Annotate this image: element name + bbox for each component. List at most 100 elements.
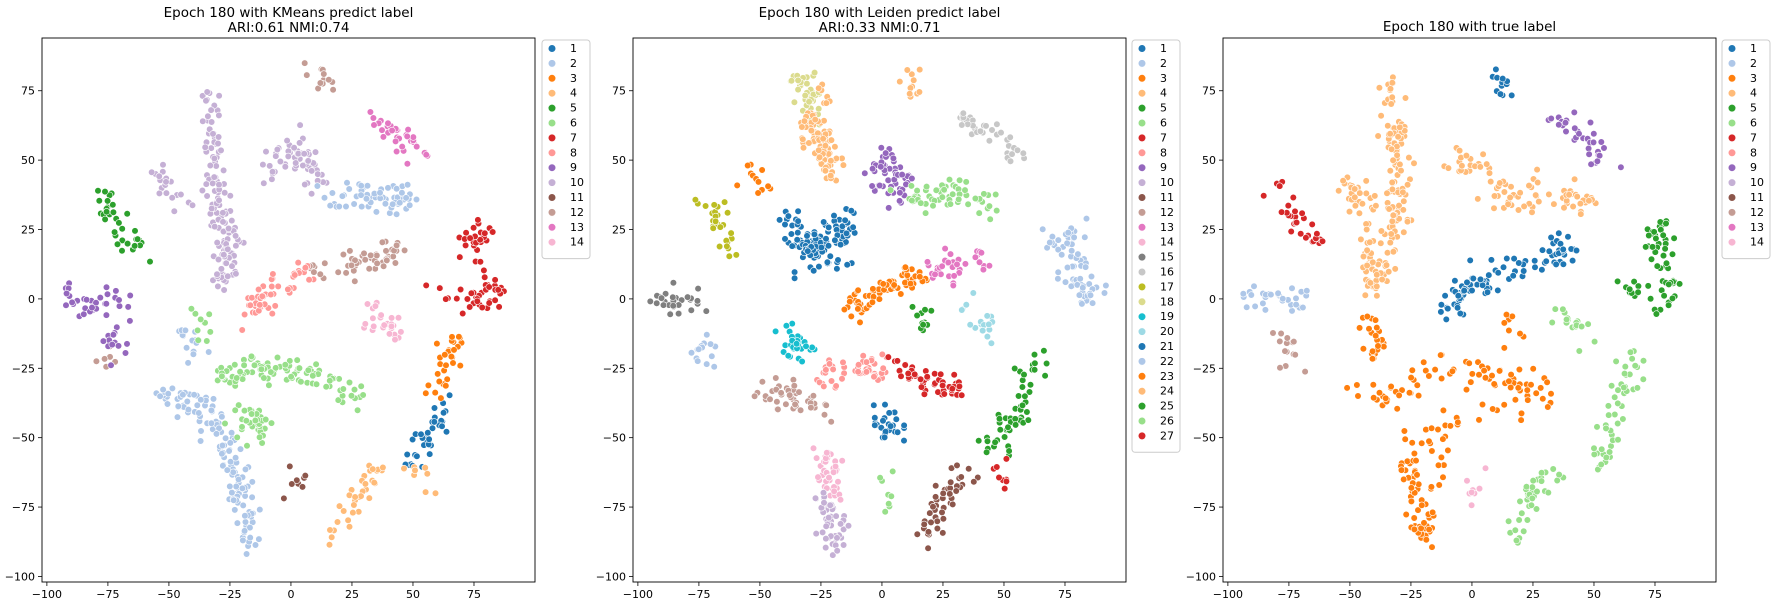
chart-subtitle: ARI:0.33 NMI:0.71: [819, 20, 941, 36]
data-point: [1468, 488, 1476, 497]
data-point: [284, 152, 292, 160]
data-point: [1076, 275, 1084, 283]
data-point: [146, 258, 154, 266]
data-point: [271, 302, 279, 310]
data-point: [248, 410, 256, 418]
legend-marker: [547, 118, 557, 128]
point-layer: [1239, 65, 1684, 551]
data-point: [1531, 257, 1539, 265]
data-point: [1403, 218, 1412, 226]
data-point: [924, 544, 932, 552]
legend-marker: [547, 223, 557, 232]
data-point: [231, 406, 239, 414]
legend-label: 15: [1160, 251, 1174, 264]
legend-label: 11: [570, 191, 584, 204]
data-point: [288, 480, 296, 488]
data-point: [101, 188, 109, 196]
data-point: [126, 291, 134, 300]
data-point: [687, 306, 695, 314]
legend-label: 11: [1750, 191, 1764, 204]
data-point: [406, 201, 414, 209]
data-point: [228, 217, 236, 225]
data-point: [207, 406, 215, 415]
data-point: [725, 252, 733, 260]
data-point: [1422, 367, 1430, 375]
data-point: [267, 419, 276, 427]
data-point: [991, 438, 999, 446]
data-point: [820, 117, 828, 125]
data-point: [480, 266, 488, 275]
data-point: [232, 482, 240, 491]
data-point: [825, 360, 834, 368]
data-point: [118, 236, 126, 244]
data-point: [952, 487, 960, 495]
data-point: [808, 343, 816, 352]
data-point: [1358, 200, 1366, 208]
data-point: [847, 312, 855, 321]
data-point: [1277, 208, 1286, 216]
legend-label: 12: [1750, 206, 1764, 219]
data-point: [1512, 536, 1521, 545]
data-point: [885, 204, 893, 212]
legend-label: 7: [570, 131, 577, 144]
data-point: [1373, 324, 1381, 332]
data-point: [1532, 191, 1540, 199]
data-point: [938, 262, 946, 270]
data-point: [447, 353, 456, 361]
data-point: [893, 428, 902, 436]
data-point: [221, 189, 229, 197]
data-point: [880, 433, 889, 442]
data-point: [1565, 191, 1573, 199]
legend-marker: [1727, 118, 1737, 128]
data-point: [265, 381, 273, 389]
data-point: [1584, 320, 1592, 328]
data-point: [1662, 219, 1670, 228]
data-point: [218, 441, 227, 450]
data-point: [203, 337, 211, 345]
data-point: [790, 274, 799, 282]
data-point: [818, 528, 827, 537]
data-point: [370, 322, 378, 331]
data-point: [838, 457, 846, 465]
legend-marker: [1137, 431, 1147, 441]
data-point: [363, 300, 372, 308]
data-point: [801, 91, 809, 100]
data-point: [1614, 399, 1622, 408]
data-point: [1375, 389, 1384, 397]
data-point: [820, 382, 828, 391]
legend-marker: [1137, 372, 1147, 381]
data-point: [328, 189, 337, 197]
data-point: [62, 289, 71, 298]
data-point: [1665, 280, 1673, 289]
data-point: [1561, 119, 1570, 127]
data-point: [256, 506, 264, 514]
data-point: [799, 144, 808, 152]
data-point: [220, 286, 228, 294]
data-point: [1597, 138, 1605, 146]
data-point: [1374, 132, 1382, 140]
data-point: [995, 473, 1003, 482]
data-point: [326, 202, 334, 210]
data-point: [1042, 359, 1051, 368]
data-point: [1499, 263, 1508, 271]
data-point: [1400, 197, 1408, 205]
data-point: [955, 195, 963, 203]
data-point: [1011, 364, 1019, 373]
data-point: [430, 404, 439, 412]
data-point: [1545, 190, 1553, 198]
data-point: [393, 185, 401, 193]
data-point: [286, 357, 294, 365]
data-point: [869, 285, 877, 293]
data-point: [1500, 188, 1508, 196]
data-point: [268, 282, 276, 291]
data-point: [1481, 464, 1490, 472]
data-point: [1068, 247, 1076, 255]
x-tick-label: −50: [748, 588, 771, 601]
data-point: [354, 406, 362, 414]
data-point: [379, 133, 388, 141]
data-point: [766, 395, 774, 403]
data-point: [1413, 471, 1421, 479]
data-point: [1363, 246, 1371, 254]
data-point: [1469, 274, 1477, 283]
data-point: [1542, 257, 1550, 265]
